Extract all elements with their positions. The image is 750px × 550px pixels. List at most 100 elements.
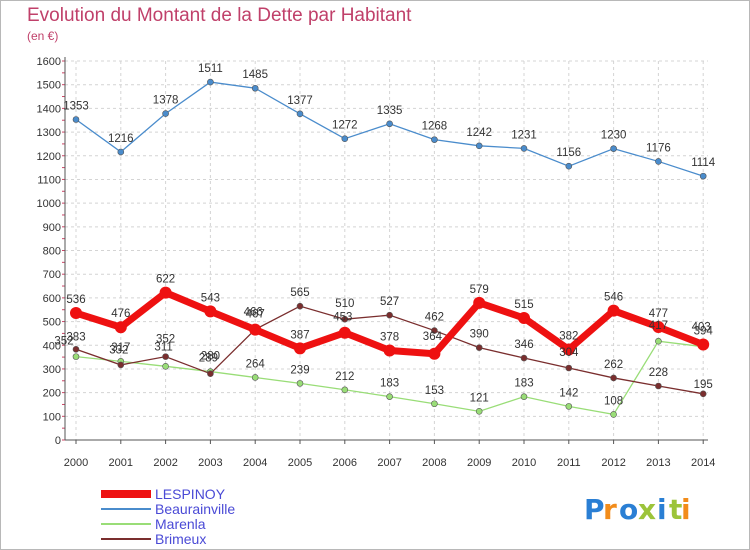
- axes: 0 100 200 300 400 500 600 700 800 900 1000 1100 1200…: [37, 56, 716, 469]
- data-point-lespinoy: [697, 338, 710, 351]
- legend-label-lespinoy: LESPINOY: [155, 486, 226, 502]
- data-point-marenla: [72, 353, 80, 360]
- data-point-lespinoy: [249, 323, 262, 336]
- data-point-marenla: [655, 337, 662, 345]
- data-label-lespinoy: 579: [470, 284, 489, 296]
- data-label-beaurainville: 1242: [466, 127, 492, 139]
- data-point-brimeux: [565, 364, 573, 372]
- y-tick-label: 200: [43, 388, 61, 400]
- data-point-lespinoy: [114, 321, 127, 334]
- data-point-beaurainville: [610, 145, 617, 152]
- data-point-marenla: [520, 393, 528, 400]
- data-point-beaurainville: [207, 78, 214, 86]
- data-label-marenla: 311: [154, 341, 172, 353]
- data-label-beaurainville: 1378: [153, 95, 179, 107]
- data-point-lespinoy: [562, 343, 575, 356]
- x-tick-label: 2000: [64, 457, 88, 469]
- data-point-beaurainville: [72, 116, 80, 123]
- data-label-brimeux: 317: [111, 342, 130, 354]
- data-label-brimeux: 228: [649, 367, 668, 379]
- data-point-beaurainville: [341, 135, 349, 142]
- data-point-beaurainville: [565, 162, 573, 170]
- data-label-lespinoy: 453: [333, 312, 352, 324]
- data-label-brimeux: 195: [694, 379, 713, 391]
- data-label-lespinoy: 382: [559, 331, 578, 343]
- data-point-brimeux: [72, 345, 80, 353]
- data-point-beaurainville: [520, 145, 528, 152]
- data-label-brimeux: 383: [66, 331, 85, 343]
- data-label-marenla: 332: [109, 344, 128, 356]
- data-point-brimeux: [475, 344, 483, 351]
- data-point-marenla: [431, 400, 438, 408]
- data-label-lespinoy: 476: [111, 308, 130, 320]
- data-label-lespinoy: 477: [649, 308, 668, 320]
- logo-letter: P: [584, 493, 605, 526]
- data-point-lespinoy: [518, 312, 530, 325]
- data-point-brimeux: [341, 315, 349, 323]
- data-label-marenla: 183: [380, 378, 399, 390]
- data-label-brimeux: 346: [514, 339, 533, 351]
- data-label-lespinoy: 515: [514, 299, 533, 311]
- y-tick-label: 600: [43, 293, 61, 305]
- data-label-beaurainville: 1485: [242, 69, 268, 81]
- y-tick-label: 1000: [37, 198, 61, 210]
- y-tick-label: 1400: [37, 103, 61, 115]
- data-label-brimeux: 467: [246, 308, 265, 320]
- data-label-brimeux: 510: [335, 298, 354, 310]
- data-label-beaurainville: 1377: [287, 95, 313, 107]
- data-point-lespinoy: [652, 321, 665, 334]
- y-tick-label: 1300: [37, 127, 61, 139]
- data-point-beaurainville: [162, 110, 169, 117]
- data-label-marenla: 289: [199, 353, 218, 365]
- y-tick-label: 700: [43, 269, 61, 281]
- data-labels: 1353 1216 1378 1511 1485 1377 1272 1335 1268 1242…: [54, 63, 715, 407]
- data-point-marenla: [565, 403, 573, 410]
- data-point-marenla: [475, 408, 483, 415]
- data-label-marenla: 417: [649, 320, 668, 332]
- data-label-lespinoy: 543: [201, 292, 220, 304]
- data-point-brimeux: [520, 354, 528, 362]
- data-label-marenla: 142: [559, 387, 578, 399]
- data-label-beaurainville: 1156: [556, 147, 581, 159]
- x-tick-label: 2010: [512, 457, 536, 469]
- data-label-beaurainville: 1272: [332, 120, 358, 132]
- logo-letter: o: [619, 493, 638, 526]
- x-tick-label: 2011: [557, 457, 581, 469]
- data-point-beaurainville: [296, 110, 304, 118]
- x-tick-label: 2012: [601, 457, 625, 469]
- data-point-lespinoy: [159, 286, 172, 299]
- x-tick-label: 2009: [467, 457, 491, 469]
- data-point-lespinoy: [204, 305, 217, 318]
- y-tick-label: 1100: [37, 174, 61, 186]
- data-point-marenla: [296, 380, 304, 387]
- y-tick-label: 1200: [37, 151, 61, 163]
- data-point-beaurainville: [475, 142, 483, 150]
- data-label-brimeux: 280: [201, 351, 220, 363]
- x-tick-label: 2002: [153, 457, 177, 469]
- data-label-lespinoy: 364: [423, 331, 443, 343]
- data-label-beaurainville: 1268: [422, 121, 448, 133]
- data-label-beaurainville: 1335: [377, 105, 403, 117]
- y-tick-label: 300: [43, 364, 61, 376]
- data-point-marenla: [251, 374, 259, 381]
- x-tick-label: 2008: [422, 457, 446, 469]
- data-label-marenla: 394: [694, 326, 714, 338]
- data-point-beaurainville: [699, 172, 707, 180]
- x-tick-label: 2007: [377, 457, 401, 469]
- x-tick-label: 2005: [288, 457, 312, 469]
- data-label-brimeux: 527: [380, 296, 399, 308]
- data-point-beaurainville: [655, 158, 662, 165]
- data-label-beaurainville: 1231: [511, 129, 537, 141]
- data-point-lespinoy: [338, 326, 351, 339]
- x-tick-label: 2014: [691, 457, 715, 469]
- data-point-beaurainville: [251, 84, 259, 92]
- y-tick-label: 0: [55, 435, 61, 447]
- data-label-lespinoy: 546: [604, 292, 623, 304]
- logo-letter: i: [657, 493, 667, 526]
- x-tick-label: 2003: [198, 457, 222, 469]
- data-label-brimeux: 262: [604, 359, 623, 371]
- data-label-marenla: 153: [425, 385, 444, 397]
